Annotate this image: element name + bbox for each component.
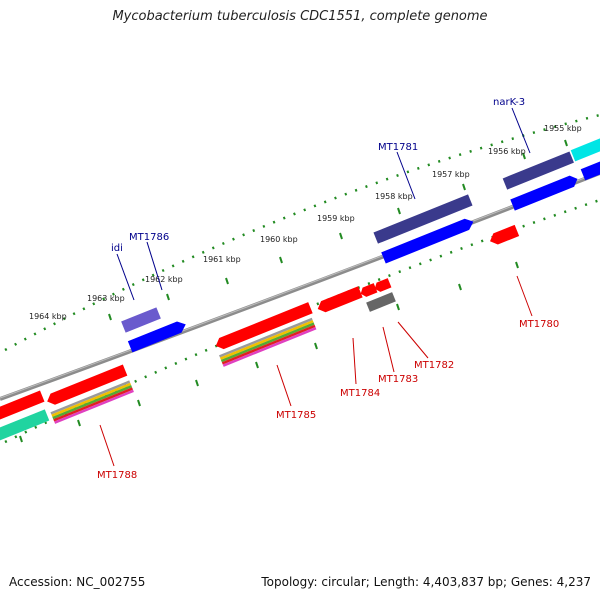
gene-MT1788-stripes — [50, 380, 134, 424]
tick-label-1960: 1960 kbp — [260, 235, 298, 244]
tick-label-1964: 1964 kbp — [29, 312, 67, 321]
tick-label-1957: 1957 kbp — [432, 170, 470, 179]
gene-MT1781-block — [373, 194, 473, 244]
tick-label-1962: 1962 kbp — [145, 275, 183, 284]
gene-MT1780-block — [490, 224, 520, 245]
gene-MT1783-block — [366, 292, 396, 312]
gene-label-MT1782[interactable]: MT1782 — [414, 360, 454, 371]
gene-teal-left-edge — [0, 409, 50, 441]
gene-MT1782-block — [374, 278, 392, 292]
gene-MT1785-stripes — [219, 317, 317, 367]
gene-MT1785-block — [215, 302, 313, 350]
topology-text: Topology: circular; Length: 4,403,837 bp… — [261, 575, 591, 589]
gene-cyan-block — [570, 135, 600, 162]
map-title: Mycobacterium tuberculosis CDC1551, comp… — [112, 9, 488, 24]
gene-blue-edge — [580, 158, 600, 181]
gene-blue-mid — [381, 218, 474, 264]
gene-red-left-edge — [0, 390, 45, 420]
gene-idi-block — [121, 307, 161, 333]
gene-MT1782b-block — [360, 283, 378, 297]
tick-label-1955: 1955 kbp — [544, 124, 582, 133]
gene-label-MT1785[interactable]: MT1785 — [276, 410, 316, 421]
accession-text: Accession: NC_002755 — [9, 575, 146, 589]
gene-narK-3-block — [502, 151, 574, 190]
tick-label-1963: 1963 kbp — [87, 294, 125, 303]
tick-label-1961: 1961 kbp — [203, 255, 241, 264]
gene-label-MT1786[interactable]: MT1786 — [129, 232, 169, 243]
upper-major-ticks — [108, 139, 568, 321]
tick-label-1958: 1958 kbp — [375, 192, 413, 201]
gene-label-MT1788[interactable]: MT1788 — [97, 470, 137, 481]
tick-label-1959: 1959 kbp — [317, 214, 355, 223]
label-connectors — [99, 107, 533, 467]
gene-label-MT1781[interactable]: MT1781 — [378, 142, 418, 153]
gene-MT1788-red — [47, 364, 128, 405]
gene-label-MT1784[interactable]: MT1784 — [340, 388, 380, 399]
gene-label-idi[interactable]: idi — [111, 243, 123, 254]
gene-MT1784-block — [317, 286, 363, 313]
tick-label-1956: 1956 kbp — [488, 147, 526, 156]
gene-label-MT1780[interactable]: MT1780 — [519, 319, 559, 330]
gene-blue-left — [127, 321, 186, 353]
lower-major-ticks — [19, 261, 519, 443]
gene-label-narK-3[interactable]: narK-3 — [493, 97, 525, 108]
gene-blue-right — [510, 175, 578, 211]
gene-label-MT1783[interactable]: MT1783 — [378, 374, 418, 385]
